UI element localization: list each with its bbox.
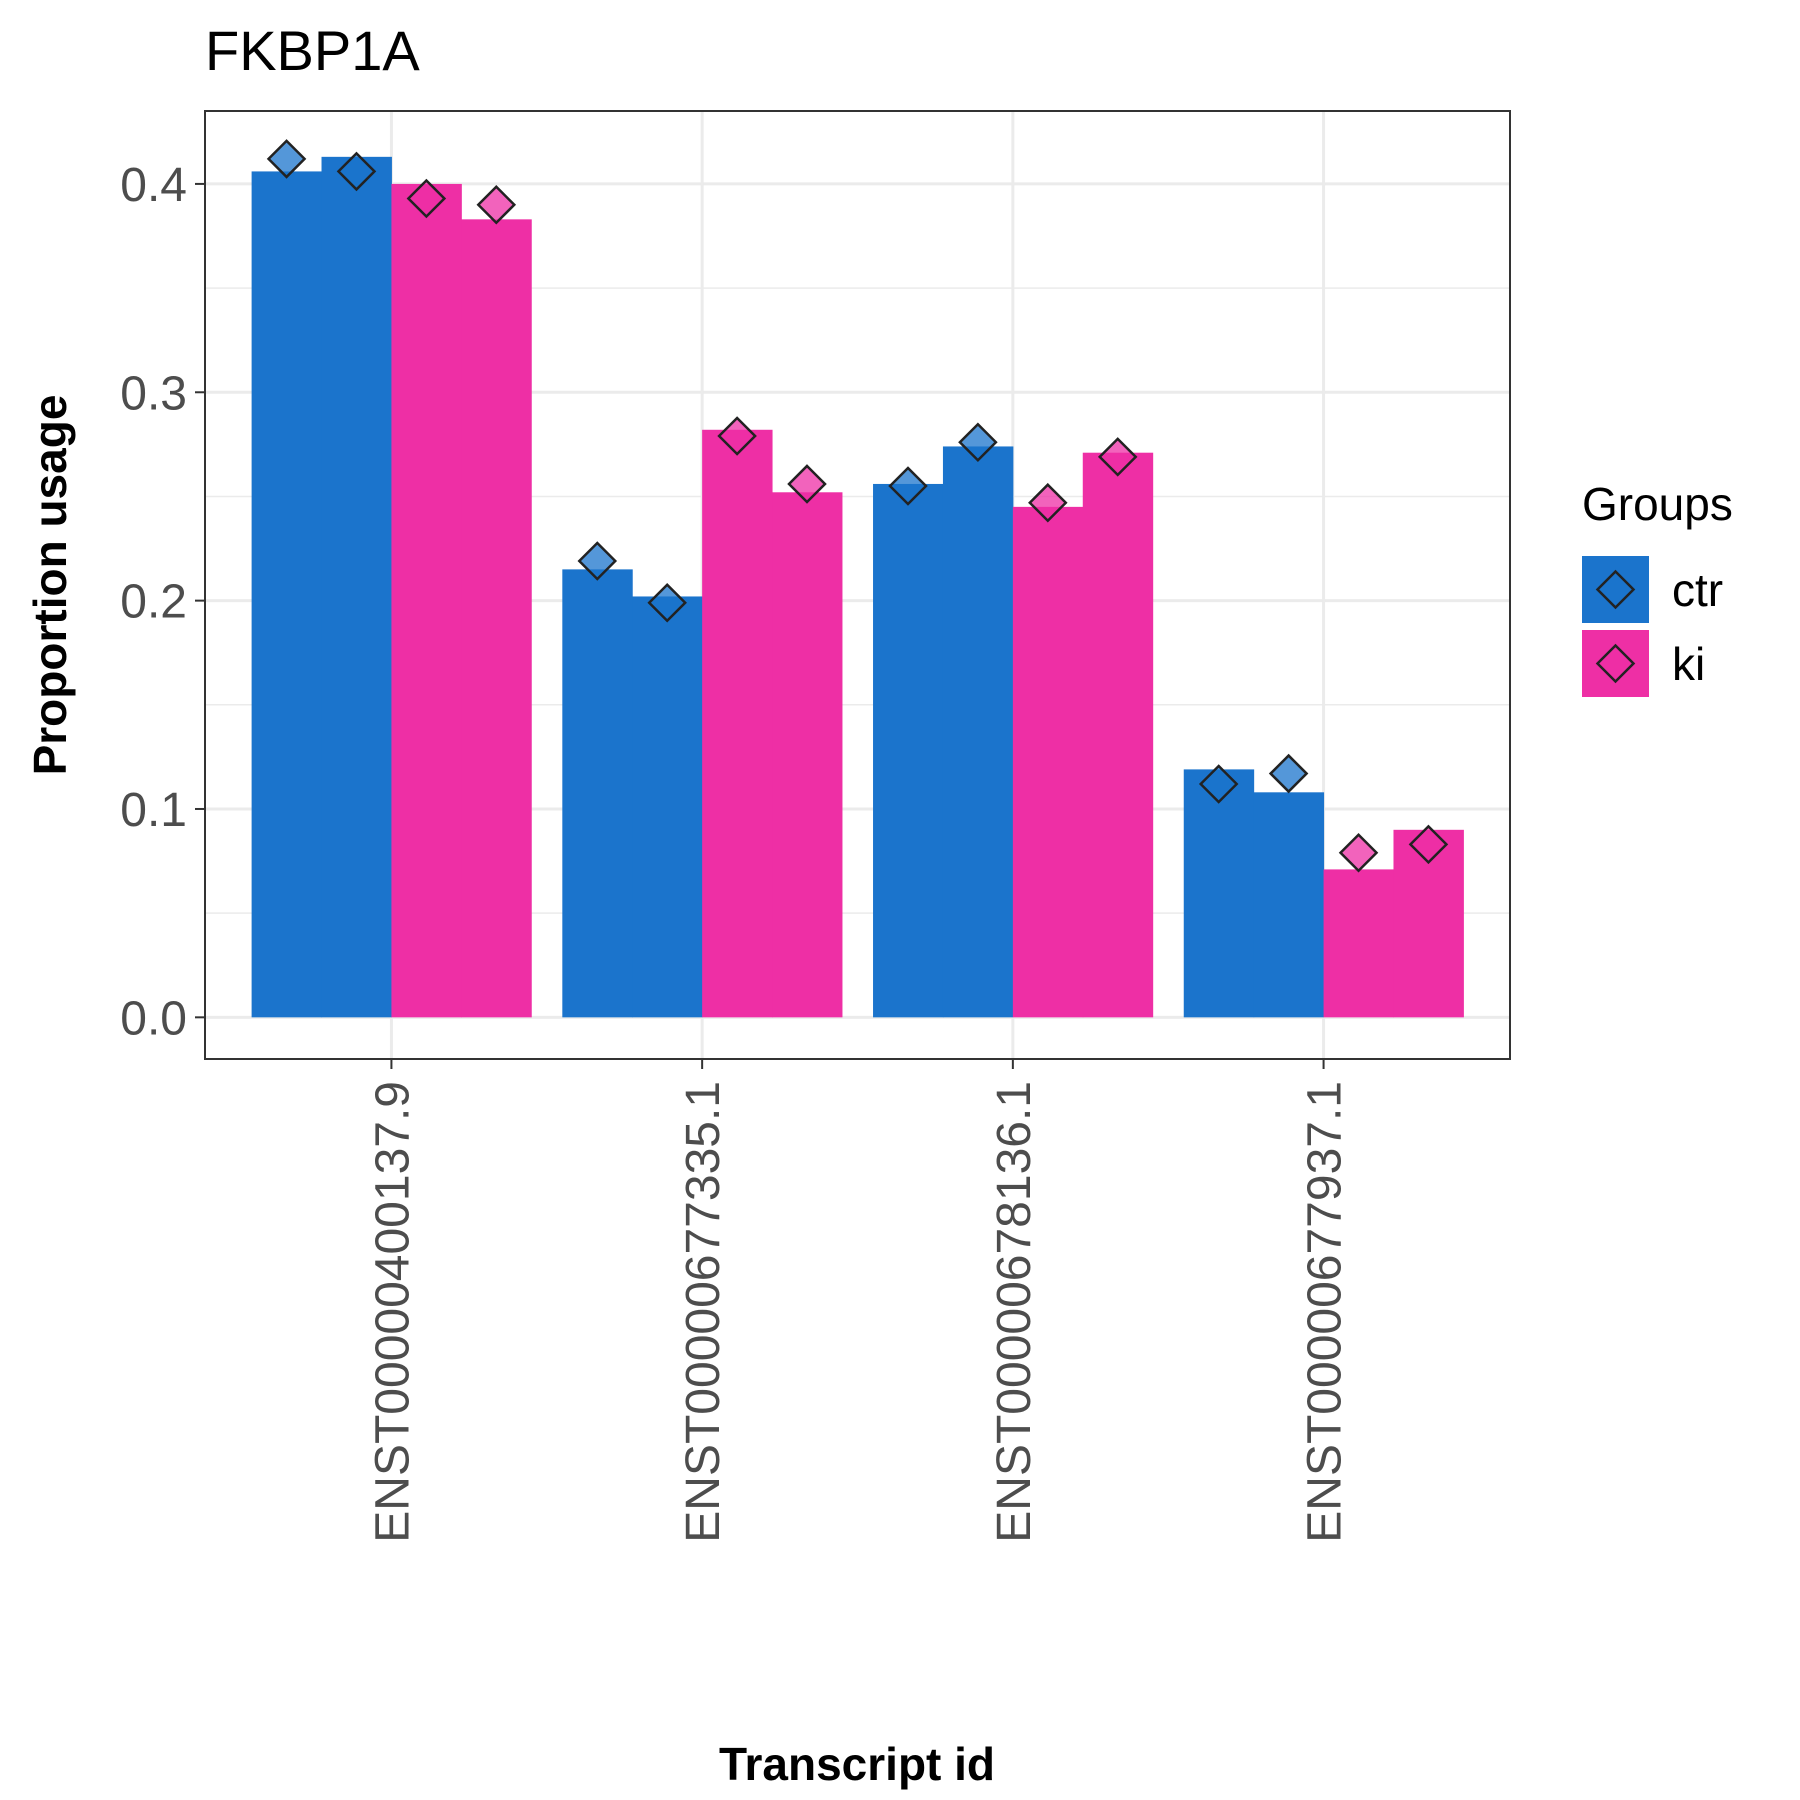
bar-ki bbox=[1323, 869, 1394, 1018]
chart-title: FKBP1A bbox=[205, 19, 420, 82]
legend-items: ctr ki bbox=[1582, 556, 1723, 697]
sample-point-marker bbox=[717, 416, 757, 456]
sample-point-marker bbox=[1338, 832, 1379, 873]
bar-ki bbox=[1082, 452, 1154, 1018]
sample-point-marker bbox=[1198, 764, 1239, 804]
bar-ctr bbox=[1183, 769, 1255, 1018]
x-axis-title: Transcript id bbox=[719, 1738, 995, 1790]
x-tick-label: ENST00000678136.1 bbox=[988, 1081, 1041, 1543]
sample-point-marker bbox=[888, 466, 928, 506]
legend-label-ctr: ctr bbox=[1672, 564, 1723, 616]
bar-ctr bbox=[251, 171, 323, 1018]
plot-panel bbox=[204, 110, 1511, 1060]
bar-ki bbox=[1012, 506, 1084, 1018]
bar-ctr bbox=[632, 596, 703, 1018]
sample-point-marker bbox=[577, 541, 618, 581]
bars bbox=[251, 156, 1464, 1018]
x-axis: ENST00000400137.9 ENST00000677335.1 ENST00… bbox=[366, 1059, 1352, 1543]
bar-ctr bbox=[873, 483, 944, 1018]
bar-ctr bbox=[321, 156, 392, 1018]
sample-point-marker bbox=[406, 178, 447, 219]
bar-ki bbox=[702, 429, 773, 1018]
legend: Groups ctr ki bbox=[1582, 478, 1733, 697]
bar-ki bbox=[461, 219, 532, 1018]
y-tick-label: 0.3 bbox=[120, 367, 187, 420]
legend-diamond-icon bbox=[1595, 643, 1636, 684]
sample-point-marker bbox=[958, 422, 998, 463]
x-tick-label: ENST00000400137.9 bbox=[366, 1081, 419, 1543]
y-tick-label: 0.2 bbox=[120, 576, 187, 629]
bar-ctr bbox=[562, 569, 633, 1018]
bar-ctr bbox=[942, 446, 1014, 1018]
y-tick-label: 0.4 bbox=[120, 159, 187, 212]
x-tick-label: ENST00000677335.1 bbox=[677, 1081, 730, 1543]
y-tick-label: 0.0 bbox=[120, 992, 187, 1045]
sample-point-marker bbox=[1097, 437, 1138, 477]
y-axis-title: Proportion usage bbox=[24, 395, 76, 776]
sample-point-marker bbox=[336, 151, 377, 192]
legend-label-ki: ki bbox=[1672, 638, 1705, 690]
sample-points bbox=[266, 139, 1449, 873]
legend-diamond-icon bbox=[1595, 569, 1636, 610]
sample-point-marker bbox=[787, 464, 827, 504]
sample-point-marker bbox=[476, 184, 517, 225]
sample-point-marker bbox=[1408, 824, 1449, 865]
legend-title: Groups bbox=[1582, 478, 1733, 530]
sample-point-marker bbox=[266, 139, 307, 179]
sample-point-marker bbox=[1268, 753, 1309, 794]
bar-ctr bbox=[1253, 792, 1325, 1018]
x-tick-label: ENST00000677937.1 bbox=[1299, 1081, 1352, 1543]
y-axis: 0.0 0.1 0.2 0.3 0.4 bbox=[120, 159, 205, 1045]
bar-ki bbox=[772, 492, 843, 1018]
y-tick-label: 0.1 bbox=[120, 784, 187, 837]
plot-border bbox=[204, 110, 1511, 1060]
sample-point-marker bbox=[647, 582, 687, 623]
sample-point-marker bbox=[1028, 482, 1068, 523]
bar-ki bbox=[391, 183, 462, 1018]
